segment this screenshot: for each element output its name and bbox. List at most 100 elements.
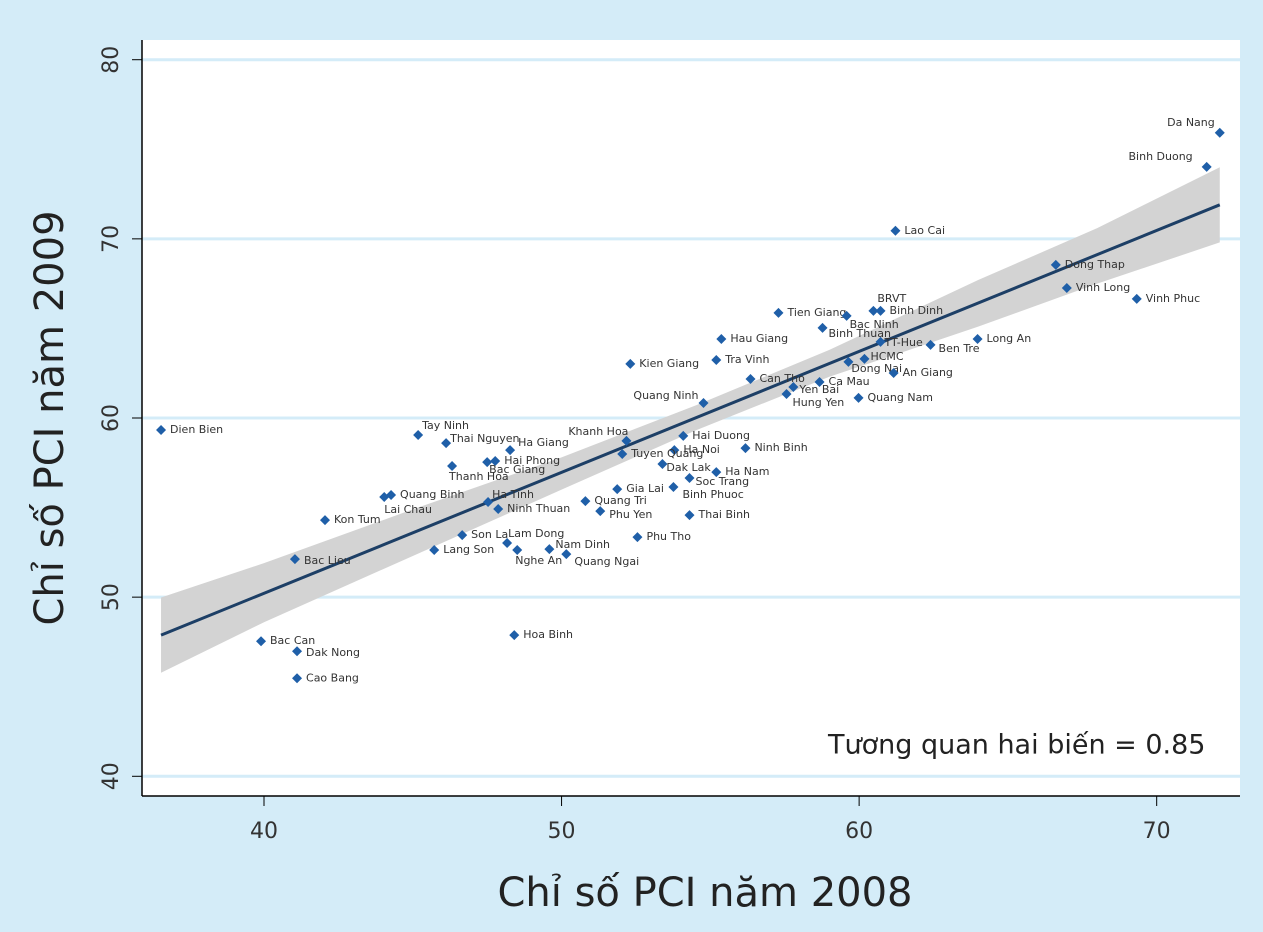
point (156, 425, 167, 436)
point-label: Hau Giang (730, 332, 788, 345)
point-label: Tra Vinh (724, 353, 769, 366)
point-label: Nghe An (515, 554, 562, 567)
point-label: Bac Lieu (304, 554, 351, 567)
point-label: BRVT (877, 292, 906, 305)
y-tick-label: 70 (99, 225, 124, 253)
point (490, 455, 501, 466)
point (668, 481, 679, 492)
point (457, 530, 468, 541)
point (853, 392, 864, 403)
point-label: Dong Thap (1065, 258, 1125, 271)
point (544, 544, 555, 555)
point-label: Dak Lak (666, 461, 711, 474)
point (1201, 161, 1212, 172)
point (678, 430, 689, 441)
point (698, 397, 709, 408)
point (502, 538, 513, 549)
point (482, 457, 493, 468)
point-label: Kon Tum (334, 513, 381, 526)
point (612, 484, 623, 495)
point-label: Tien Giang (786, 306, 846, 319)
point (441, 438, 452, 449)
point-label: Thai Nguyen (449, 432, 519, 445)
point-label: Cao Bang (306, 671, 359, 684)
point (657, 459, 668, 470)
point-label: Bac Ninh (850, 318, 899, 331)
point (379, 492, 390, 503)
point-label: HCMC (870, 350, 903, 363)
point (413, 430, 424, 441)
y-tick-label: 80 (99, 46, 124, 74)
point-label: Vinh Long (1076, 281, 1130, 294)
point (773, 307, 784, 318)
point (781, 388, 792, 399)
point-label: Gia Lai (626, 482, 664, 495)
point (814, 376, 825, 387)
point-label: Quang Tri (594, 494, 647, 507)
point (447, 461, 458, 472)
point (595, 506, 606, 517)
point (788, 382, 799, 393)
point (925, 339, 936, 350)
point-label: Da Nang (1167, 116, 1215, 129)
x-tick-label: 60 (845, 819, 873, 844)
point-label: Yen Bai (798, 383, 839, 396)
point (292, 673, 303, 684)
point-label: Lao Cai (904, 224, 945, 237)
point (292, 646, 303, 657)
point-label: Dong Nai (851, 362, 902, 375)
point (817, 322, 828, 333)
point (483, 497, 494, 508)
point (625, 358, 636, 369)
point-label: Nam Dinh (555, 538, 610, 551)
y-axis-label: Chỉ số PCI năm 2009 (27, 210, 73, 625)
point (711, 467, 722, 478)
point-label: Quang Ngai (574, 555, 639, 568)
point (875, 336, 886, 347)
point-label: Khanh Hoa (568, 425, 628, 438)
x-tick-label: 50 (548, 819, 576, 844)
point (841, 310, 852, 321)
point (1214, 127, 1225, 138)
point-label: Can Tho (760, 372, 806, 385)
point-label: Ben Tre (939, 342, 980, 355)
point-label: Bac Can (270, 634, 315, 647)
point-label: Phu Yen (609, 508, 652, 521)
point (512, 545, 523, 556)
point (1131, 293, 1142, 304)
point (888, 368, 899, 379)
point-label: Vinh Phuc (1146, 292, 1200, 305)
point-label: Quang Ninh (633, 389, 698, 402)
point-label: Binh Thuan (829, 327, 891, 340)
point-label: Phu Tho (646, 530, 691, 543)
point (669, 445, 680, 456)
point-label: Dak Nong (306, 646, 360, 659)
point-label: Son La (471, 528, 508, 541)
x-axis-label: Chỉ số PCI năm 2008 (497, 870, 912, 916)
point (711, 354, 722, 365)
point-label: Ha Noi (683, 443, 720, 456)
point-label: Hung Yen (793, 396, 845, 409)
point-label: Quang Binh (400, 488, 464, 501)
point-label: Quang Nam (868, 391, 934, 404)
annotation: Tương quan hai biến = 0.85 (827, 730, 1205, 761)
y-tick-label: 60 (99, 404, 124, 432)
point (493, 504, 504, 515)
point (745, 373, 756, 384)
point-label: Binh Duong (1129, 150, 1193, 163)
point (859, 353, 870, 364)
point (256, 636, 267, 647)
x-tick-label: 70 (1143, 819, 1171, 844)
point (621, 435, 632, 446)
point-label: Thai Binh (698, 508, 751, 521)
point-label: Ha Giang (518, 436, 569, 449)
point-label: Long An (987, 332, 1032, 345)
point-label: Lai Chau (384, 503, 432, 516)
point (509, 630, 520, 641)
point (632, 532, 643, 543)
point (875, 305, 886, 316)
point (890, 225, 901, 236)
point (617, 449, 628, 460)
y-tick-label: 50 (99, 583, 124, 611)
